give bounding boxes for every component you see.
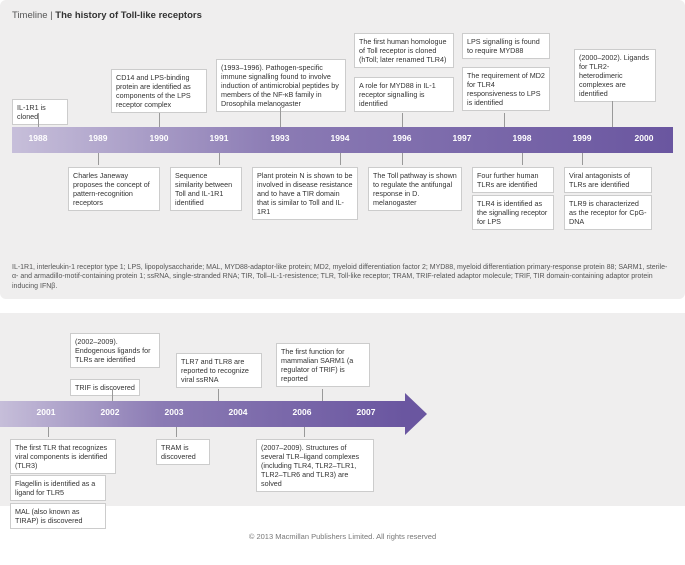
tick	[48, 427, 49, 437]
year-label: 1996	[393, 133, 412, 143]
year-label: 1998	[513, 133, 532, 143]
event-box: Viral antagonists of TLRs are identified	[564, 167, 652, 193]
tick	[402, 113, 403, 127]
event-box: Sequence similarity between Toll and IL-…	[170, 167, 242, 211]
year-label: 2004	[229, 407, 248, 417]
tick	[176, 427, 177, 437]
event-box: TLR4 is identified as the signalling rec…	[472, 195, 554, 230]
year-label: 2003	[165, 407, 184, 417]
event-box: (1993–1996). Pathogen-specific immune si…	[216, 59, 346, 112]
title-main: The history of Toll-like receptors	[55, 10, 202, 21]
event-box: (2000–2002). Ligands for TLR2-heterodime…	[574, 49, 656, 102]
event-box: (2002–2009). Endogenous ligands for TLRs…	[70, 333, 160, 368]
timeline-panel-1: Timeline | The history of Toll-like rece…	[0, 0, 685, 299]
tick	[504, 113, 505, 127]
event-box: A role for MYD88 in IL-1 receptor signal…	[354, 77, 454, 112]
event-box: MAL (also known as TIRAP) is discovered	[10, 503, 106, 529]
event-box: The Toll pathway is shown to regulate th…	[368, 167, 462, 211]
timeline-axis: 1988 1989 1990 1991 1993 1994 1996 1997 …	[12, 127, 673, 153]
timeline-axis-arrow: 2001 2002 2003 2004 2006 2007	[0, 401, 405, 427]
year-label: 1988	[29, 133, 48, 143]
tick	[612, 101, 613, 127]
year-label: 2007	[357, 407, 376, 417]
tick	[322, 389, 323, 401]
year-label: 2001	[37, 407, 56, 417]
year-label: 1989	[89, 133, 108, 143]
year-label: 1994	[331, 133, 350, 143]
year-label: 1993	[271, 133, 290, 143]
tick	[219, 153, 220, 165]
year-label: 1997	[453, 133, 472, 143]
event-box: CD14 and LPS-binding protein are identif…	[111, 69, 207, 113]
tick	[522, 153, 523, 165]
event-box: The requirement of MD2 for TLR4 responsi…	[462, 67, 550, 111]
year-label: 2000	[635, 133, 654, 143]
timeline-title: Timeline | The history of Toll-like rece…	[12, 10, 673, 21]
year-label: 2002	[101, 407, 120, 417]
tick	[98, 153, 99, 165]
tick	[340, 153, 341, 165]
tick	[218, 389, 219, 401]
event-box: Four further human TLRs are identified	[472, 167, 554, 193]
event-box: IL-1R1 is cloned	[12, 99, 68, 125]
event-box: The first function for mammalian SARM1 (…	[276, 343, 370, 387]
event-box: Charles Janeway proposes the concept of …	[68, 167, 160, 211]
year-label: 1991	[210, 133, 229, 143]
year-label: 2006	[293, 407, 312, 417]
tick	[582, 153, 583, 165]
year-label: 1990	[150, 133, 169, 143]
event-box: (2007–2009). Structures of several TLR–l…	[256, 439, 374, 492]
event-box: Plant protein N is shown to be involved …	[252, 167, 358, 220]
tick	[280, 107, 281, 127]
tick	[38, 113, 39, 127]
tick	[402, 153, 403, 165]
timeline-2: (2002–2009). Endogenous ligands for TLRs…	[0, 313, 685, 498]
event-box: TRAM is discovered	[156, 439, 210, 465]
timeline-panel-2: (2002–2009). Endogenous ligands for TLRs…	[0, 313, 685, 506]
year-label: 1999	[573, 133, 592, 143]
tick	[304, 427, 305, 437]
abbreviations: IL-1R1, interleukin-1 receptor type 1; L…	[12, 263, 673, 291]
event-box: The first TLR that recognizes viral comp…	[10, 439, 116, 474]
event-box: Flagellin is identified as a ligand for …	[10, 475, 106, 501]
event-box: The first human homologue of Toll recept…	[354, 33, 454, 68]
timeline-1: IL-1R1 is cloned CD14 and LPS-binding pr…	[12, 27, 673, 257]
event-box: TLR7 and TLR8 are reported to recognize …	[176, 353, 262, 388]
tick	[112, 389, 113, 401]
event-box: LPS signalling is found to require MYD88	[462, 33, 550, 59]
event-box: TRIF is discovered	[70, 379, 140, 396]
tick	[159, 113, 160, 127]
title-prefix: Timeline |	[12, 10, 55, 21]
event-box: TLR9 is characterized as the receptor fo…	[564, 195, 652, 230]
